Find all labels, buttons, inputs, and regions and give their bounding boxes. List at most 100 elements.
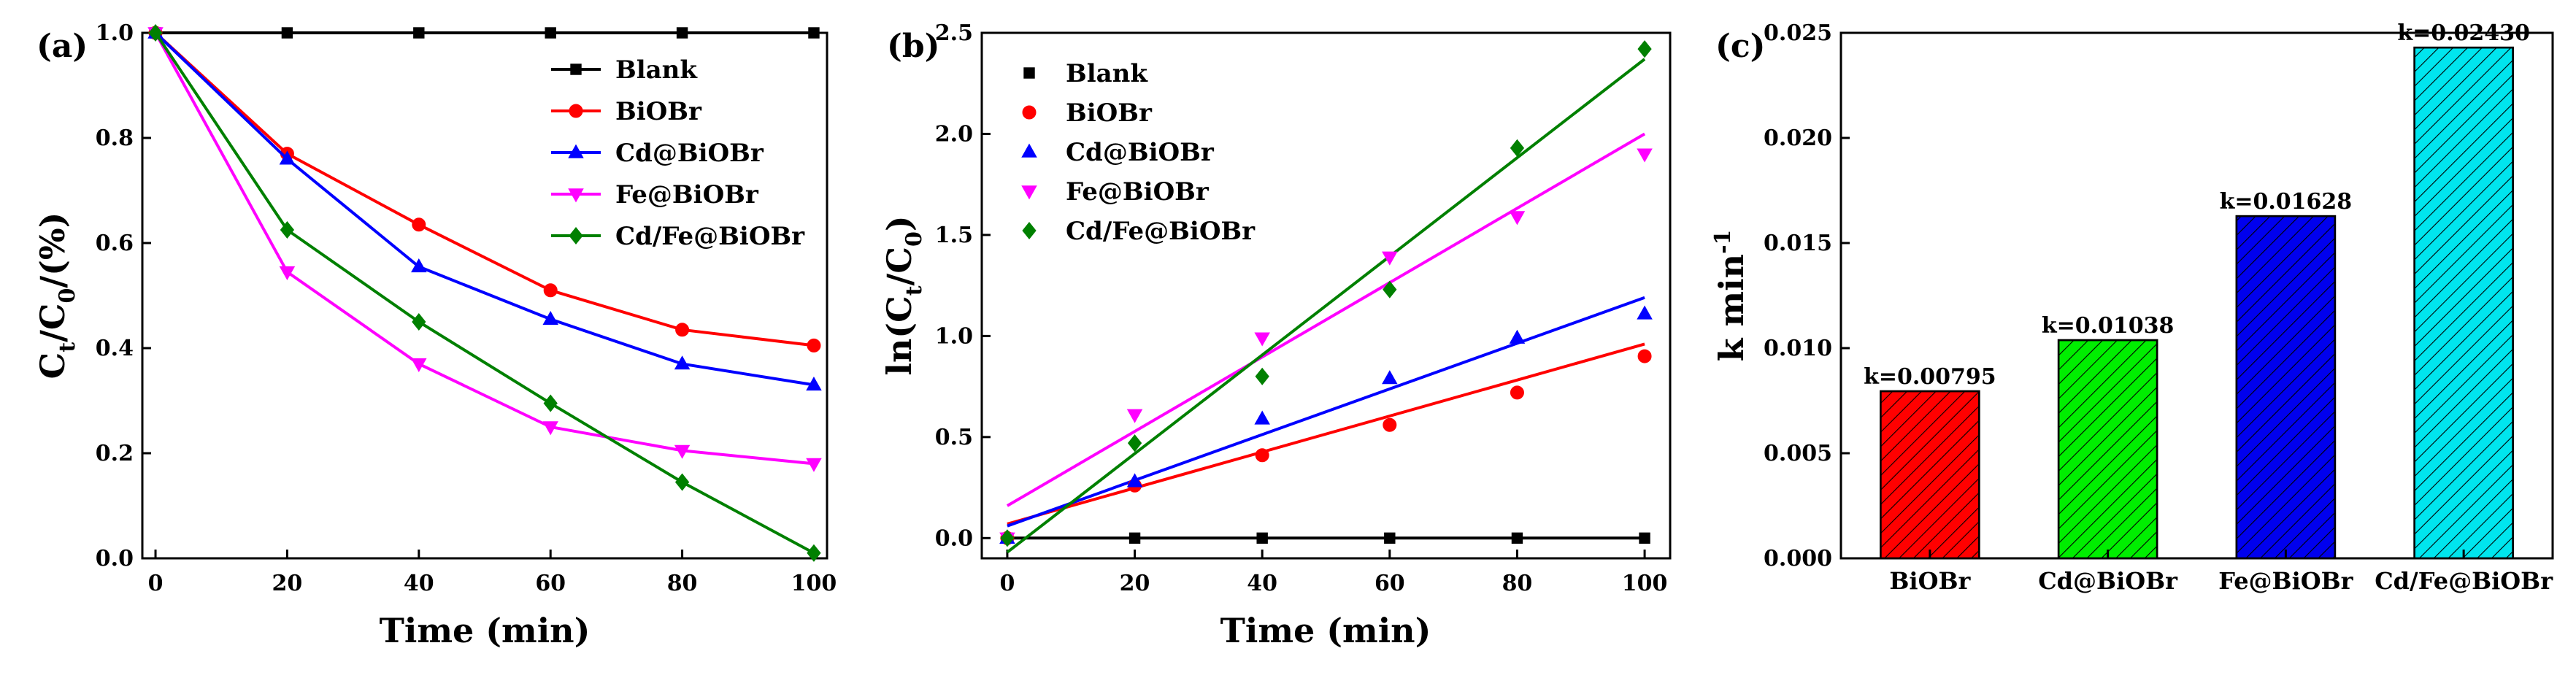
panel-b-ytick-label: 0.0 [935, 525, 973, 551]
panel-b-point-blank [1129, 532, 1141, 544]
panel-b-point-cd-fe-biobr [1127, 434, 1142, 452]
panel-a-ytick-label: 1.0 [96, 20, 134, 46]
panel-b-xtick-label: 80 [1502, 571, 1533, 596]
panel-a-legend-marker-cd-biobr [568, 144, 584, 158]
panel-a-legend-marker-fe-biobr [568, 188, 584, 203]
panel-a-point-blank [281, 27, 293, 39]
panel-b-ylabel: ln(Ct/C0) [880, 215, 927, 375]
panel-c-bar-value-label: k=0.00795 [1864, 364, 1996, 390]
panel-a-xtick-label: 80 [667, 571, 698, 596]
panel-c-bar-value-label: k=0.02430 [2397, 20, 2530, 46]
panel-a-ytick-label: 0.8 [96, 126, 134, 151]
panel-a-point-fe-biobr [806, 458, 822, 472]
panel-b-point-fe-biobr [1254, 332, 1270, 347]
panel-a-xlabel: Time (min) [380, 611, 591, 650]
panel-c-ytick-label: 0.020 [1764, 126, 1832, 151]
panel-c-category-label-cd-fe-biobr: Cd/Fe@BiOBr [2375, 567, 2553, 595]
panel-a-point-cd-biobr [411, 258, 427, 273]
panel-b-xtick-label: 20 [1120, 571, 1150, 596]
panel-b-point-cd-biobr [1126, 473, 1143, 488]
panel-b-legend-marker-blank [1023, 67, 1035, 79]
panel-c-ytick-label: 0.005 [1764, 441, 1832, 466]
panel-c-bar-value-label: k=0.01628 [2220, 189, 2353, 215]
panel-b-fit-line-cd-biobr [1007, 296, 1645, 528]
panel-b-ylabel-main: ln(C [880, 296, 919, 375]
panel-b-point-fe-biobr [1509, 211, 1526, 226]
panel-c-ytick-label: 0.025 [1764, 20, 1832, 46]
panel-b-point-fe-biobr [1126, 409, 1143, 423]
panel-a-ylabel-mid: /C [33, 304, 72, 342]
panel-a-xtick-label: 40 [404, 571, 434, 596]
panel-a-legend-label-cd-biobr: Cd@BiOBr [615, 139, 764, 168]
panel-a-point-cd-biobr [674, 355, 691, 370]
panel-c-category-label-fe-biobr: Fe@BiOBr [2218, 567, 2353, 595]
panel-b-point-cd-biobr [1509, 329, 1526, 344]
panel-b-ytick-label: 1.0 [935, 323, 973, 349]
panel-a-ytick-label: 0.4 [96, 336, 134, 361]
panel-a-xtick-label: 60 [535, 571, 566, 596]
panel-b-xtick-label: 40 [1247, 571, 1277, 596]
panel-a-series-line-fe-biobr [154, 32, 815, 466]
panel-a-point-blank [545, 27, 556, 39]
panel-c-bar-hatch-biobr [1880, 390, 1980, 560]
panel-b-label: (b) [887, 28, 939, 65]
panel-a-point-cd-biobr [279, 150, 296, 165]
panel-a-legend-label-cd-fe-biobr: Cd/Fe@BiOBr [615, 222, 805, 251]
panel-a-xtick-label: 100 [791, 571, 837, 596]
panel-b-legend-label-cd-fe-biobr: Cd/Fe@BiOBr [1066, 217, 1256, 246]
panel-b-point-biobr [1383, 417, 1397, 432]
panel-a-point-blank [808, 27, 820, 39]
panel-b-ylabel-mid: /C [880, 247, 919, 285]
panel-b-fit-line-biobr [1007, 342, 1645, 525]
panel-c-category-label-cd-biobr: Cd@BiOBr [2038, 567, 2178, 595]
panel-a-point-biobr [675, 323, 690, 337]
panel-a-point-cd-fe-biobr [807, 544, 821, 562]
panel-a-ytick-label: 0.6 [96, 231, 134, 256]
panel-b-fit-line-fe-biobr [1006, 132, 1646, 507]
panel-a-line-chart: (a) 0 20 40 60 80 100 0.0 0.2 0.4 0.6 0.8 1.0 Blank B… [33, 20, 837, 650]
panel-b-ytick-label: 2.0 [935, 121, 973, 147]
panel-a-series-line-cd-fe-biobr [154, 31, 815, 555]
panel-b-point-cd-fe-biobr [1637, 40, 1652, 58]
panel-c-ytick-label: 0.010 [1764, 336, 1832, 361]
panel-b-point-blank [1639, 532, 1650, 544]
panel-c-bar-hatch-cd-fe-biobr [2413, 46, 2514, 560]
panel-b-xlabel: Time (min) [1220, 611, 1431, 650]
panel-a-ylabel-sub1: t [55, 342, 80, 353]
panel-b-plot-frame [980, 31, 1672, 560]
panel-a-ylabel-tail: /(%) [33, 212, 72, 288]
panel-b-point-biobr [1510, 385, 1524, 400]
panel-b-legend-label-fe-biobr: Fe@BiOBr [1066, 177, 1210, 207]
panel-a-series-line-biobr [154, 31, 815, 347]
panel-b-fit-line-cd-fe-biobr [1006, 58, 1646, 554]
panel-a-legend-marker-biobr [569, 104, 583, 118]
panel-a-point-cd-fe-biobr [148, 23, 163, 42]
panel-a-plot-frame [141, 31, 828, 560]
panel-c-plot-frame [1839, 31, 2554, 560]
panel-a-point-cd-fe-biobr [674, 473, 690, 491]
panel-c-bar-value-label: k=0.01038 [2042, 313, 2175, 339]
panel-a-legend-label-fe-biobr: Fe@BiOBr [615, 180, 759, 209]
panel-b-ylabel-sub1: t [901, 285, 927, 296]
panel-b-point-cd-fe-biobr [1000, 529, 1015, 547]
panel-b-legend-marker-fe-biobr [1021, 185, 1037, 200]
panel-a-point-fe-biobr [411, 358, 427, 372]
panel-a-xtick-label: 0 [148, 571, 164, 596]
panel-b-point-biobr [1637, 349, 1652, 363]
panel-a-legend-marker-blank [570, 63, 582, 75]
panel-b-legend-marker-cd-fe-biobr [1022, 221, 1037, 240]
panel-a-point-blank [676, 27, 688, 39]
panel-a-point-biobr [543, 283, 558, 298]
panel-c-ylabel: k min-1 [1710, 230, 1751, 362]
panel-b-scatter-chart: (b) 0 20 40 60 80 100 0.0 0.5 1.0 1.5 2.0 2.5 Blank B… [880, 20, 1672, 650]
panel-a-ylabel: Ct/C0/(%) [33, 212, 80, 380]
panel-b-ylabel-tail: ) [880, 215, 919, 231]
panel-b-ylabel-sub2: 0 [901, 231, 927, 247]
panel-a-ylabel-main: C [33, 353, 72, 380]
panel-a-point-cd-fe-biobr [412, 312, 426, 331]
panel-a-point-cd-biobr [542, 311, 558, 325]
panel-b-xtick-label: 60 [1374, 571, 1405, 596]
panel-b-point-cd-biobr [1637, 305, 1653, 320]
panel-a-ytick-label: 0.0 [96, 546, 134, 571]
